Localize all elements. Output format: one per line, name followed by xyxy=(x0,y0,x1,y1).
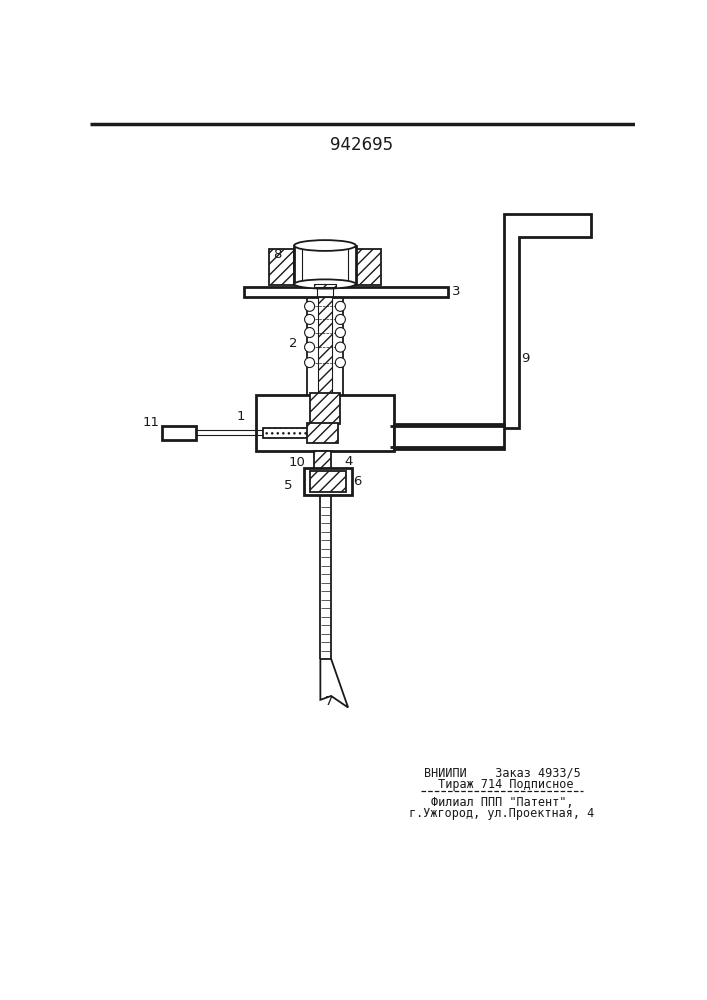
Bar xyxy=(308,297,343,397)
Text: 8: 8 xyxy=(273,248,281,261)
Bar xyxy=(356,249,381,285)
Bar xyxy=(310,471,346,492)
Bar xyxy=(269,249,294,285)
Text: 5: 5 xyxy=(284,479,293,492)
Text: г.Ужгород, ул.Проектная, 4: г.Ужгород, ул.Проектная, 4 xyxy=(409,806,595,820)
Text: 10: 10 xyxy=(289,456,305,469)
Circle shape xyxy=(335,358,346,368)
Text: 3: 3 xyxy=(452,285,460,298)
Circle shape xyxy=(305,301,315,311)
Text: Филиал ППП "Патент",: Филиал ППП "Патент", xyxy=(431,796,573,809)
Circle shape xyxy=(305,328,315,338)
Circle shape xyxy=(335,342,346,352)
Circle shape xyxy=(335,301,346,311)
Polygon shape xyxy=(320,659,348,708)
Bar xyxy=(318,297,332,397)
Polygon shape xyxy=(504,214,590,428)
Bar xyxy=(244,287,448,297)
Bar xyxy=(314,284,336,287)
Text: ВНИИПИ    Заказ 4933/5: ВНИИПИ Заказ 4933/5 xyxy=(423,766,580,779)
Text: Тираж 714 Подписное: Тираж 714 Подписное xyxy=(431,778,573,791)
Text: 942695: 942695 xyxy=(330,136,394,154)
Ellipse shape xyxy=(294,240,356,251)
Bar xyxy=(310,393,340,424)
Text: 7: 7 xyxy=(325,695,334,708)
Bar xyxy=(294,246,356,284)
Text: 1: 1 xyxy=(236,410,245,423)
Bar xyxy=(264,428,310,438)
Circle shape xyxy=(305,314,315,324)
Bar xyxy=(256,395,395,451)
Circle shape xyxy=(305,358,315,368)
Circle shape xyxy=(335,314,346,324)
Circle shape xyxy=(305,342,315,352)
Text: 2: 2 xyxy=(288,337,298,350)
Bar xyxy=(395,424,504,449)
Text: 11: 11 xyxy=(142,416,160,429)
Circle shape xyxy=(335,328,346,338)
Bar xyxy=(308,423,338,443)
Text: 6: 6 xyxy=(354,475,362,488)
Text: 9: 9 xyxy=(521,352,530,365)
Bar xyxy=(162,426,197,440)
Text: 4: 4 xyxy=(344,455,353,468)
Bar xyxy=(304,468,352,495)
Ellipse shape xyxy=(294,279,356,289)
Bar xyxy=(314,451,331,468)
